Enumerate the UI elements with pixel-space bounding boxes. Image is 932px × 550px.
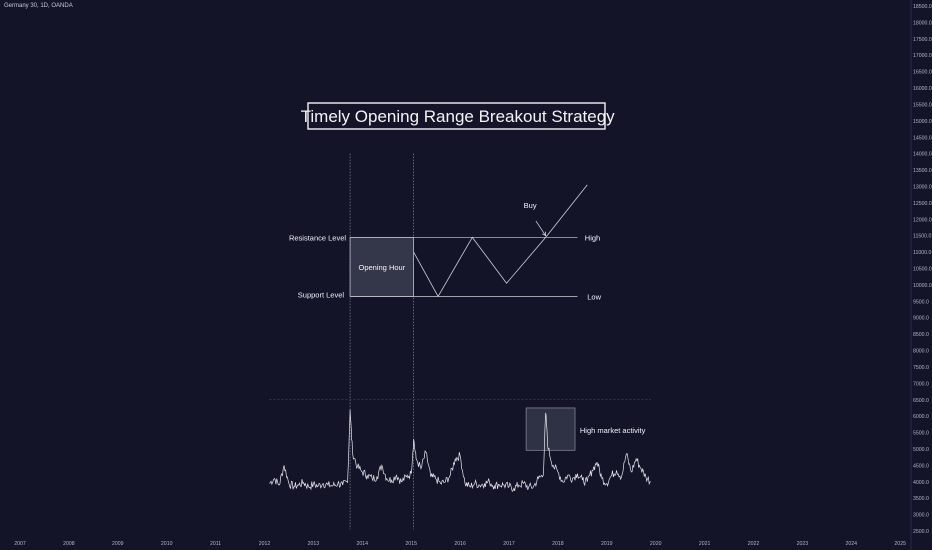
x-tick-label: 2007	[14, 541, 26, 547]
y-tick-label: 14500.0	[913, 135, 932, 141]
support-label: Support Level	[298, 290, 345, 299]
high-activity-box	[525, 407, 576, 451]
y-tick-label: 12000.0	[913, 217, 932, 223]
y-tick-label: 17000.0	[913, 53, 932, 59]
x-tick-label: 2021	[699, 541, 711, 547]
buy-arrow-head	[541, 231, 547, 237]
x-tick-label: 2013	[308, 541, 320, 547]
x-tick-label: 2014	[357, 541, 369, 547]
x-tick-label: 2009	[112, 541, 124, 547]
y-tick-label: 14000.0	[913, 152, 932, 158]
high-market-activity-label: High market activity	[580, 426, 646, 435]
y-tick-label: 3000.0	[913, 513, 929, 519]
y-tick-label: 8000.0	[913, 349, 929, 355]
resistance-label: Resistance Level	[289, 233, 346, 242]
opening-hour-label: Opening Hour	[359, 263, 406, 272]
opening-hour-box	[349, 236, 414, 297]
y-tick-label: 6500.0	[913, 398, 929, 404]
y-tick-label: 15000.0	[913, 119, 932, 125]
y-tick-label: 13500.0	[913, 168, 932, 174]
y-tick-label: 15500.0	[913, 102, 932, 108]
y-tick-label: 8500.0	[913, 332, 929, 338]
y-tick-label: 6000.0	[913, 414, 929, 420]
x-tick-label: 2008	[63, 541, 75, 547]
x-tick-label: 2010	[161, 541, 173, 547]
x-tick-label: 2012	[259, 541, 271, 547]
x-tick-label: 2015	[405, 541, 417, 547]
x-tick-label: 2025	[894, 541, 906, 547]
title-box	[307, 102, 606, 130]
y-tick-label: 10500.0	[913, 267, 932, 273]
x-tick-label: 2023	[797, 541, 809, 547]
y-tick-label: 13000.0	[913, 184, 932, 190]
y-tick-label: 7000.0	[913, 381, 929, 387]
x-tick-label: 2011	[210, 541, 221, 547]
price-path-line	[413, 184, 588, 298]
symbol-label: Germany 30, 1D, OANDA	[4, 3, 73, 9]
y-tick-label: 5000.0	[913, 447, 929, 453]
y-tick-label: 9500.0	[913, 299, 929, 305]
y-tick-label: 11500.0	[913, 234, 931, 240]
y-tick-label: 16000.0	[913, 86, 932, 92]
x-tick-label: 2016	[454, 541, 466, 547]
series-line	[269, 409, 651, 492]
chart-title: Timely Opening Range Breakout Strategy	[301, 107, 616, 126]
y-tick-label: 4500.0	[913, 463, 929, 469]
y-tick-label: 16500.0	[913, 70, 932, 76]
low-label: Low	[587, 292, 601, 301]
x-tick-label: 2019	[601, 541, 613, 547]
x-tick-label: 2018	[552, 541, 564, 547]
x-tick-label: 2017	[503, 541, 515, 547]
x-tick-label: 2024	[846, 541, 858, 547]
y-tick-label: 18000.0	[913, 20, 932, 26]
y-tick-label: 4000.0	[913, 480, 929, 486]
x-tick-label: 2022	[748, 541, 760, 547]
y-tick-label: 18500.0	[913, 4, 932, 10]
y-tick-label: 12500.0	[913, 201, 932, 207]
high-label: High	[585, 233, 600, 242]
y-tick-label: 2500.0	[913, 529, 929, 535]
buy-label: Buy	[524, 201, 537, 210]
y-tick-label: 11000.0	[913, 250, 931, 256]
y-tick-label: 10000.0	[913, 283, 932, 289]
y-tick-label: 9000.0	[913, 316, 929, 322]
y-tick-label: 3500.0	[913, 496, 929, 502]
y-tick-label: 5500.0	[913, 431, 929, 437]
buy-arrow-line	[535, 220, 547, 236]
y-tick-label: 7500.0	[913, 365, 929, 371]
y-tick-label: 17500.0	[913, 37, 932, 43]
x-tick-label: 2020	[650, 541, 662, 547]
